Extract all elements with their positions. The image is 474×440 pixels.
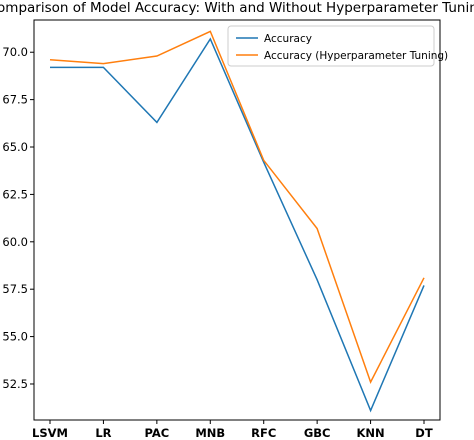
x-tick-label: GBC — [304, 426, 331, 440]
chart-title: Comparison of Model Accuracy: With and W… — [0, 0, 474, 16]
x-tick-label: KNN — [356, 426, 384, 440]
legend-box — [227, 25, 435, 67]
plot-area — [33, 19, 441, 421]
y-tick-label: 55.0 — [2, 330, 28, 344]
x-tick-label: MNB — [195, 426, 225, 440]
y-tick-label: 52.5 — [2, 377, 28, 391]
x-axis: LSVM LR PAC MNB RFC GBC KNN DT — [32, 420, 433, 440]
legend: Accuracy Accuracy (Hyperparameter Tuning) — [227, 25, 448, 67]
y-axis: 52.5 55.0 57.5 60.0 62.5 65.0 67.5 70.0 — [2, 45, 34, 391]
y-tick-label: 62.5 — [2, 187, 28, 201]
x-tick-label: PAC — [144, 426, 169, 440]
series-line-1 — [50, 37, 425, 413]
y-tick-label: 67.5 — [2, 93, 28, 107]
y-tick-label: 57.5 — [2, 282, 28, 296]
y-tick-label: 70.0 — [2, 45, 28, 59]
series-layer — [49, 30, 425, 413]
y-tick-label: 65.0 — [2, 140, 28, 154]
legend-entry: Accuracy — [264, 33, 312, 45]
series-line-2 — [49, 30, 425, 385]
x-tick-label: LR — [95, 426, 111, 440]
x-tick-label: LSVM — [32, 426, 68, 440]
x-tick-label: DT — [415, 426, 433, 440]
legend-entry: Accuracy (Hyperparameter Tuning) — [264, 50, 448, 62]
x-tick-label: RFC — [251, 426, 276, 440]
y-tick-label: 60.0 — [2, 235, 28, 249]
